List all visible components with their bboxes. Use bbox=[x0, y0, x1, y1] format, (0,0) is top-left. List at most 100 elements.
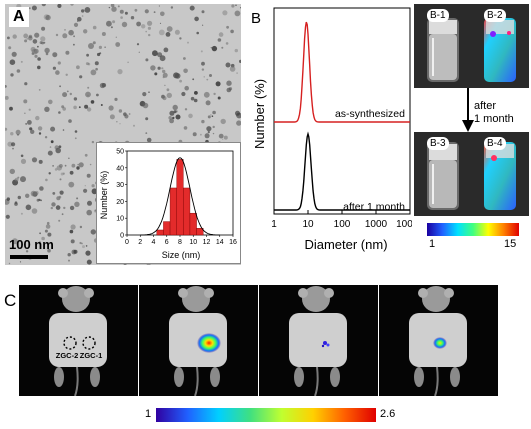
nanoparticle bbox=[90, 229, 97, 235]
nanoparticle bbox=[85, 250, 91, 256]
nanoparticle bbox=[19, 261, 22, 263]
nanoparticle bbox=[212, 132, 215, 135]
nanoparticle bbox=[110, 4, 115, 8]
nanoparticle bbox=[52, 165, 54, 167]
mouse-image-3 bbox=[259, 285, 378, 396]
histogram-x-tick: 2 bbox=[138, 239, 142, 246]
nanoparticle bbox=[235, 110, 240, 116]
nanoparticle bbox=[8, 46, 12, 50]
nanoparticle bbox=[170, 6, 174, 9]
nanoparticle bbox=[184, 108, 188, 111]
nanoparticle bbox=[58, 111, 61, 114]
nanoparticle bbox=[91, 188, 98, 195]
vial-b1-image bbox=[427, 18, 459, 82]
histogram-x-label: Size (nm) bbox=[162, 250, 201, 260]
nanoparticle bbox=[207, 115, 211, 119]
nanoparticle bbox=[47, 150, 53, 156]
histogram-bar bbox=[163, 221, 171, 236]
nanoparticle bbox=[65, 50, 70, 55]
nanoparticle bbox=[121, 21, 128, 28]
histogram-x-tick: 8 bbox=[178, 239, 182, 246]
nanoparticle bbox=[87, 86, 90, 89]
nanoparticle bbox=[45, 224, 51, 229]
nanoparticle bbox=[174, 29, 180, 35]
nanoparticle bbox=[230, 29, 234, 34]
arrow-caption: after 1 month bbox=[474, 100, 514, 126]
nanoparticle bbox=[10, 73, 14, 77]
colorbar-b bbox=[427, 223, 519, 236]
nanoparticle bbox=[59, 85, 61, 88]
nanoparticle bbox=[101, 83, 107, 88]
nanoparticle bbox=[71, 249, 77, 255]
nanoparticle bbox=[61, 213, 64, 216]
nanoparticle bbox=[59, 164, 63, 168]
nanoparticle bbox=[69, 92, 73, 96]
nanoparticle bbox=[159, 55, 166, 62]
nanoparticle bbox=[41, 41, 45, 45]
nanoparticle bbox=[188, 113, 193, 119]
nanoparticle bbox=[217, 38, 222, 42]
mouse-tail bbox=[194, 366, 199, 396]
nanoparticle bbox=[37, 45, 39, 48]
nanoparticle bbox=[98, 45, 102, 50]
nanoparticle bbox=[15, 129, 21, 135]
scale-bar bbox=[10, 255, 48, 259]
nanoparticle bbox=[229, 66, 236, 72]
nanoparticle bbox=[88, 43, 94, 49]
nanoparticle bbox=[86, 53, 89, 57]
nanoparticle bbox=[106, 20, 112, 27]
nanoparticle bbox=[192, 132, 197, 137]
panel-letter-a: A bbox=[9, 7, 29, 27]
dls-series-label-after-month: after 1 month bbox=[343, 201, 405, 213]
nanoparticle bbox=[23, 99, 28, 104]
nanoparticle bbox=[172, 104, 178, 111]
mouse-image-4 bbox=[379, 285, 498, 396]
nanoparticle bbox=[25, 250, 29, 253]
mouse-body-wrap bbox=[49, 313, 107, 367]
nanoparticle bbox=[234, 10, 241, 17]
nanoparticle bbox=[222, 10, 228, 16]
nanoparticle bbox=[82, 245, 85, 249]
nanoparticle bbox=[62, 92, 68, 98]
arrow-caption-line2: 1 month bbox=[474, 113, 514, 125]
nanoparticle bbox=[44, 47, 50, 54]
mouse-head bbox=[182, 286, 210, 312]
mouse-body-wrap bbox=[289, 313, 347, 367]
nanoparticle bbox=[28, 108, 31, 111]
nanoparticle bbox=[40, 199, 42, 202]
nanoparticle bbox=[70, 4, 74, 6]
nanoparticle bbox=[179, 79, 183, 83]
nanoparticle bbox=[119, 123, 121, 125]
injection-label-zgc2: ZGC-2 bbox=[56, 351, 79, 360]
dls-x-tick: 100 bbox=[334, 219, 351, 230]
nanoparticle bbox=[17, 195, 21, 200]
nanoparticle bbox=[85, 245, 88, 247]
histogram-y-tick: 50 bbox=[116, 149, 124, 156]
nanoparticle bbox=[194, 16, 199, 22]
nanoparticle bbox=[60, 172, 64, 176]
nanoparticle bbox=[148, 33, 151, 37]
nanoparticle bbox=[56, 196, 61, 201]
nanoparticle bbox=[7, 141, 13, 147]
nanoparticle bbox=[55, 147, 61, 154]
mouse-tail bbox=[314, 366, 319, 396]
nanoparticle bbox=[24, 39, 28, 43]
nanoparticle bbox=[90, 69, 97, 76]
nanoparticle bbox=[133, 124, 135, 127]
dls-y-label: Number (%) bbox=[252, 79, 267, 149]
nanoparticle bbox=[202, 24, 204, 26]
nanoparticle bbox=[25, 122, 28, 125]
nanoparticle bbox=[236, 72, 238, 74]
nanoparticle bbox=[172, 116, 175, 120]
nanoparticle bbox=[79, 75, 83, 79]
vial-b3-image bbox=[427, 142, 459, 210]
nanoparticle bbox=[210, 47, 212, 49]
nanoparticle bbox=[83, 29, 88, 34]
nanoparticle bbox=[201, 68, 205, 71]
vial-label-b1: B-1 bbox=[427, 9, 449, 22]
vial-label-b2: B-2 bbox=[484, 9, 506, 22]
nanoparticle bbox=[69, 205, 75, 211]
panel-letter-c: C bbox=[4, 291, 17, 310]
nanoparticle bbox=[217, 96, 221, 100]
nanoparticle bbox=[69, 229, 74, 234]
